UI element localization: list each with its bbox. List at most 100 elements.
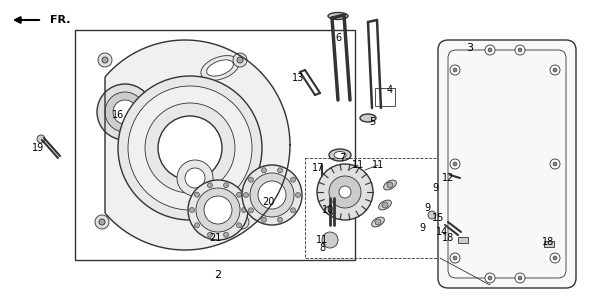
Circle shape [550, 65, 560, 75]
Ellipse shape [328, 13, 348, 20]
Text: 5: 5 [369, 117, 375, 127]
Bar [305, 158, 440, 258]
Text: 6: 6 [335, 33, 341, 43]
Circle shape [261, 168, 267, 173]
Polygon shape [105, 40, 290, 250]
Text: 7: 7 [339, 153, 345, 163]
Ellipse shape [384, 180, 396, 190]
Circle shape [553, 162, 557, 166]
Circle shape [261, 217, 267, 222]
Circle shape [177, 160, 213, 196]
Circle shape [382, 202, 388, 208]
Text: 4: 4 [387, 85, 393, 95]
Circle shape [550, 159, 560, 169]
Bar [544, 241, 554, 247]
Circle shape [518, 48, 522, 52]
Circle shape [339, 186, 351, 198]
Circle shape [237, 223, 241, 228]
Ellipse shape [206, 60, 234, 76]
Text: 12: 12 [442, 173, 454, 183]
Circle shape [277, 168, 283, 173]
Circle shape [296, 193, 300, 197]
Circle shape [248, 208, 254, 213]
Circle shape [237, 57, 243, 63]
Circle shape [258, 181, 286, 209]
Circle shape [450, 253, 460, 263]
Circle shape [453, 162, 457, 166]
Circle shape [450, 65, 460, 75]
Circle shape [118, 76, 262, 220]
Circle shape [453, 68, 457, 72]
Circle shape [37, 135, 45, 143]
Circle shape [322, 232, 338, 248]
Circle shape [241, 207, 247, 213]
Text: 10: 10 [322, 205, 334, 215]
Text: 13: 13 [292, 73, 304, 83]
Text: 18: 18 [542, 237, 554, 247]
Circle shape [128, 86, 252, 210]
Circle shape [237, 192, 241, 197]
Circle shape [515, 273, 525, 283]
Text: 18: 18 [442, 233, 454, 243]
Circle shape [485, 273, 495, 283]
Circle shape [188, 180, 248, 240]
Circle shape [98, 53, 112, 67]
Text: 8: 8 [319, 243, 325, 253]
Text: 15: 15 [432, 213, 444, 223]
Text: 3: 3 [467, 43, 474, 53]
Text: 11: 11 [316, 235, 328, 245]
Text: 16: 16 [112, 110, 124, 120]
Text: 17: 17 [312, 163, 324, 173]
Circle shape [105, 92, 145, 132]
Text: 11: 11 [352, 160, 364, 170]
Circle shape [428, 211, 436, 219]
Ellipse shape [334, 151, 346, 159]
Circle shape [553, 256, 557, 260]
Text: 2: 2 [214, 270, 222, 280]
Circle shape [443, 173, 447, 177]
Circle shape [95, 215, 109, 229]
Circle shape [196, 188, 240, 232]
Circle shape [97, 84, 153, 140]
Bar [75, 30, 355, 260]
Circle shape [277, 217, 283, 222]
Circle shape [375, 219, 381, 225]
Circle shape [233, 53, 247, 67]
Circle shape [515, 45, 525, 55]
Ellipse shape [360, 114, 376, 122]
Circle shape [208, 183, 212, 188]
Circle shape [224, 183, 228, 188]
Circle shape [440, 170, 450, 180]
Circle shape [158, 116, 222, 180]
Circle shape [195, 223, 199, 228]
Circle shape [204, 196, 232, 224]
Text: 19: 19 [32, 143, 44, 153]
Text: 9: 9 [424, 203, 430, 213]
Text: FR.: FR. [50, 15, 70, 25]
Text: 14: 14 [436, 227, 448, 237]
Bar [458, 237, 468, 243]
Circle shape [550, 253, 560, 263]
FancyBboxPatch shape [438, 40, 576, 288]
Text: 9: 9 [419, 223, 425, 233]
Ellipse shape [201, 56, 239, 80]
Circle shape [224, 232, 228, 237]
Circle shape [488, 48, 492, 52]
Circle shape [553, 68, 557, 72]
Bar [375, 88, 395, 106]
Text: 21: 21 [209, 233, 221, 243]
Circle shape [290, 177, 296, 182]
Circle shape [488, 276, 492, 280]
Text: 11: 11 [372, 160, 384, 170]
Circle shape [518, 276, 522, 280]
Ellipse shape [372, 217, 384, 227]
Circle shape [450, 159, 460, 169]
Circle shape [485, 45, 495, 55]
Circle shape [244, 193, 248, 197]
Circle shape [195, 192, 199, 197]
Circle shape [102, 57, 108, 63]
Circle shape [235, 215, 249, 229]
Circle shape [239, 219, 245, 225]
Text: 20: 20 [262, 197, 274, 207]
Ellipse shape [329, 149, 351, 161]
